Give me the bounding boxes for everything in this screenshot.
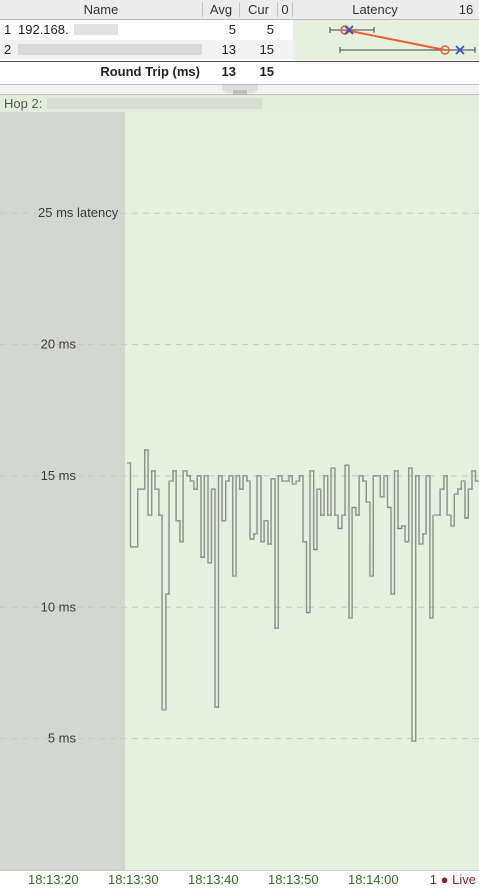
- column-header-cur[interactable]: Cur: [248, 2, 269, 17]
- hop-cur: 5: [266, 22, 274, 37]
- round-trip-row: Round Trip (ms) 13 15: [0, 61, 479, 84]
- hop-title: Hop 2:: [4, 96, 43, 111]
- round-trip-cur: 15: [259, 64, 274, 79]
- history-region: [0, 112, 125, 870]
- gridlines: [0, 212, 479, 740]
- time-tick-label: 18:14:00: [348, 872, 399, 887]
- live-label: Live: [452, 872, 476, 887]
- hop-index: 2: [4, 42, 12, 57]
- redacted-address: [74, 24, 118, 35]
- live-count: 1: [429, 872, 438, 887]
- round-trip-label: Round Trip (ms): [100, 64, 200, 79]
- latency-sparkline: [293, 20, 479, 60]
- latency-chart[interactable]: 5 ms 10 ms 15 ms 20 ms 25 ms latency: [0, 95, 479, 870]
- hop-title-bar: Hop 2:: [0, 95, 479, 112]
- column-separator: [202, 2, 203, 17]
- hop-index: 1: [4, 22, 12, 37]
- time-tick-label: 18:13:50: [268, 872, 319, 887]
- hop-cur: 15: [259, 42, 274, 57]
- latency-scale-max: 16: [458, 2, 474, 17]
- redacted-address: [18, 44, 202, 55]
- live-dot-icon: ●: [440, 872, 449, 887]
- column-separator: [277, 2, 278, 17]
- column-separator: [292, 2, 293, 17]
- redacted-hop-address: [47, 98, 262, 109]
- table-header: Name Avg Cur 0 Latency 16: [0, 0, 479, 20]
- column-separator: [239, 2, 240, 17]
- series-line-shadow: [127, 449, 479, 742]
- y-tick-label: 20 ms: [41, 337, 77, 352]
- avg-marker-icon: [440, 45, 450, 55]
- y-tick-label: 10 ms: [41, 599, 77, 614]
- time-tick-label: 18:13:20: [28, 872, 79, 887]
- hop-avg: 5: [228, 22, 236, 37]
- drag-handle-icon[interactable]: [222, 85, 258, 96]
- cur-marker-icon: [344, 25, 465, 55]
- y-tick-label: 25 ms latency: [38, 205, 119, 220]
- y-tick-label: 15 ms: [41, 468, 77, 483]
- hop-name: 192.168.: [18, 22, 69, 37]
- round-trip-avg: 13: [221, 64, 236, 79]
- y-tick-label: 5 ms: [48, 731, 77, 746]
- column-header-avg[interactable]: Avg: [209, 2, 233, 17]
- time-axis: 18:13:20 18:13:30 18:13:40 18:13:50 18:1…: [0, 870, 479, 889]
- time-tick-label: 18:13:40: [188, 872, 239, 887]
- column-header-latency[interactable]: Latency: [352, 2, 398, 17]
- hop-avg: 13: [221, 42, 236, 57]
- latency-scale-min: 0: [281, 2, 289, 17]
- column-header-name[interactable]: Name: [83, 2, 119, 17]
- y-tick-labels: 5 ms 10 ms 15 ms 20 ms 25 ms latency: [38, 205, 119, 745]
- split-view-divider[interactable]: [0, 84, 479, 96]
- live-indicator[interactable]: 1 ● Live: [430, 872, 476, 887]
- time-tick-label: 18:13:30: [108, 872, 159, 887]
